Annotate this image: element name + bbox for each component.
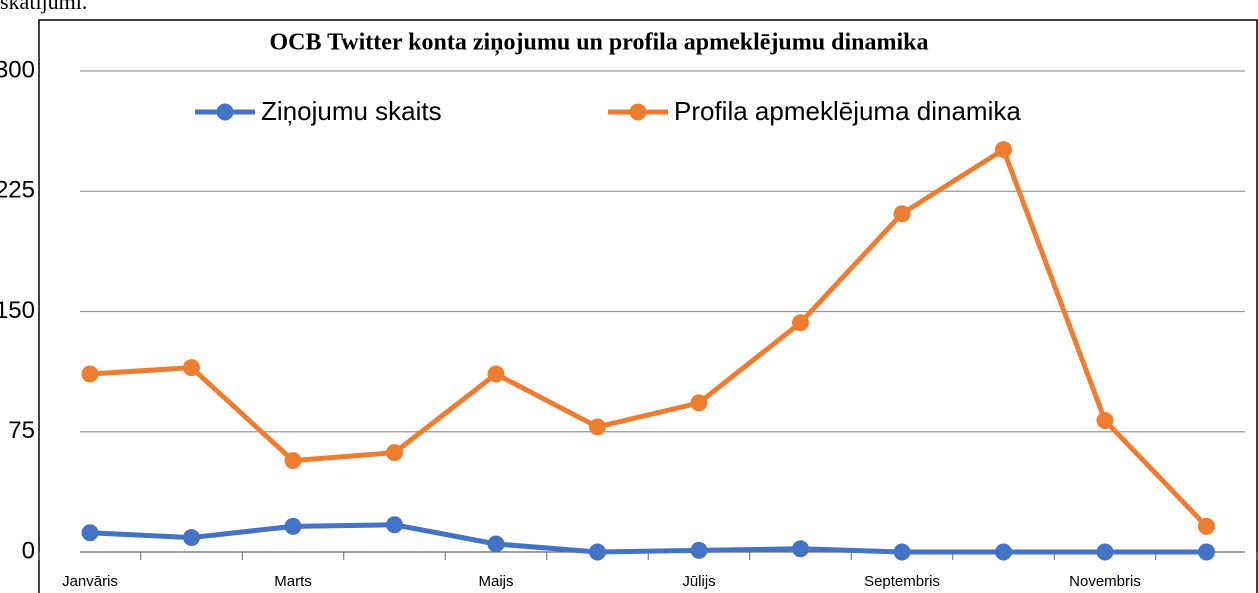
point (487, 365, 505, 383)
x-tick-label: Jūlijs (682, 573, 715, 590)
series-line (89, 147, 1209, 529)
x-tick-label: Septembris (864, 573, 940, 590)
y-tick-label: 0 (22, 537, 35, 564)
x-tick-label: Novembris (1069, 573, 1141, 590)
point (893, 205, 911, 223)
y-tick-label: 225 (0, 177, 35, 204)
point (995, 141, 1012, 159)
point (589, 418, 606, 436)
legend-swatch (629, 103, 647, 121)
x-tick-label: Marts (274, 573, 312, 590)
point (81, 365, 99, 383)
point (386, 516, 403, 534)
y-tick-label: 150 (0, 297, 35, 324)
point (792, 314, 809, 332)
y-tick-label: 300 (0, 56, 35, 83)
point (386, 444, 403, 462)
point (589, 543, 606, 561)
point (183, 359, 200, 377)
legend-swatch (216, 103, 234, 121)
point (284, 517, 302, 535)
point (1096, 412, 1114, 430)
x-tick-label: Janvāris (62, 573, 118, 590)
point (183, 529, 200, 547)
point (690, 394, 708, 412)
point (1096, 543, 1114, 561)
point (995, 543, 1012, 561)
page-text: skatījumi. (0, 0, 87, 14)
point (81, 524, 99, 542)
legend-label: Profila apmeklējuma dinamika (674, 96, 1021, 126)
legend-label: Ziņojumu skaits (261, 96, 442, 126)
point (792, 540, 809, 558)
chart-title: OCB Twitter konta ziņojumu un profila ap… (270, 30, 929, 57)
point (284, 452, 302, 470)
y-tick-label: 75 (8, 417, 35, 444)
chart-frame (38, 19, 1258, 593)
point (893, 543, 911, 561)
series-line (89, 522, 1207, 555)
point (487, 535, 505, 553)
point (1198, 517, 1215, 535)
point (1198, 543, 1215, 561)
point (690, 541, 708, 559)
x-tick-label: Maijs (478, 573, 513, 590)
